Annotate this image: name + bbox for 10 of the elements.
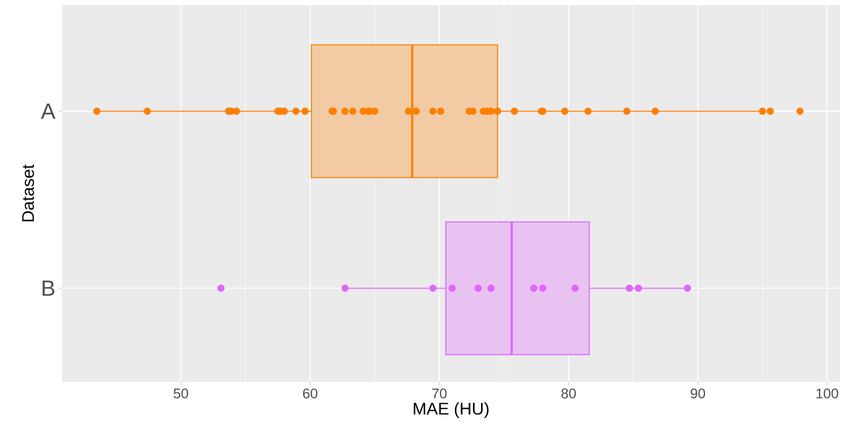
x-tick-label: 100 [816, 388, 838, 398]
y-axis-title: Dataset [22, 164, 34, 222]
x-tick-label: 60 [303, 388, 318, 398]
x-axis-title: MAE (HU) [414, 402, 489, 418]
x-tick-label: 70 [432, 388, 447, 398]
y-tick-label: B [42, 280, 54, 296]
x-tick-label: 50 [174, 388, 188, 398]
x-tick-label: 80 [561, 388, 576, 398]
y-tick-label: A [40, 104, 56, 119]
x-tick-label: 90 [690, 388, 706, 398]
